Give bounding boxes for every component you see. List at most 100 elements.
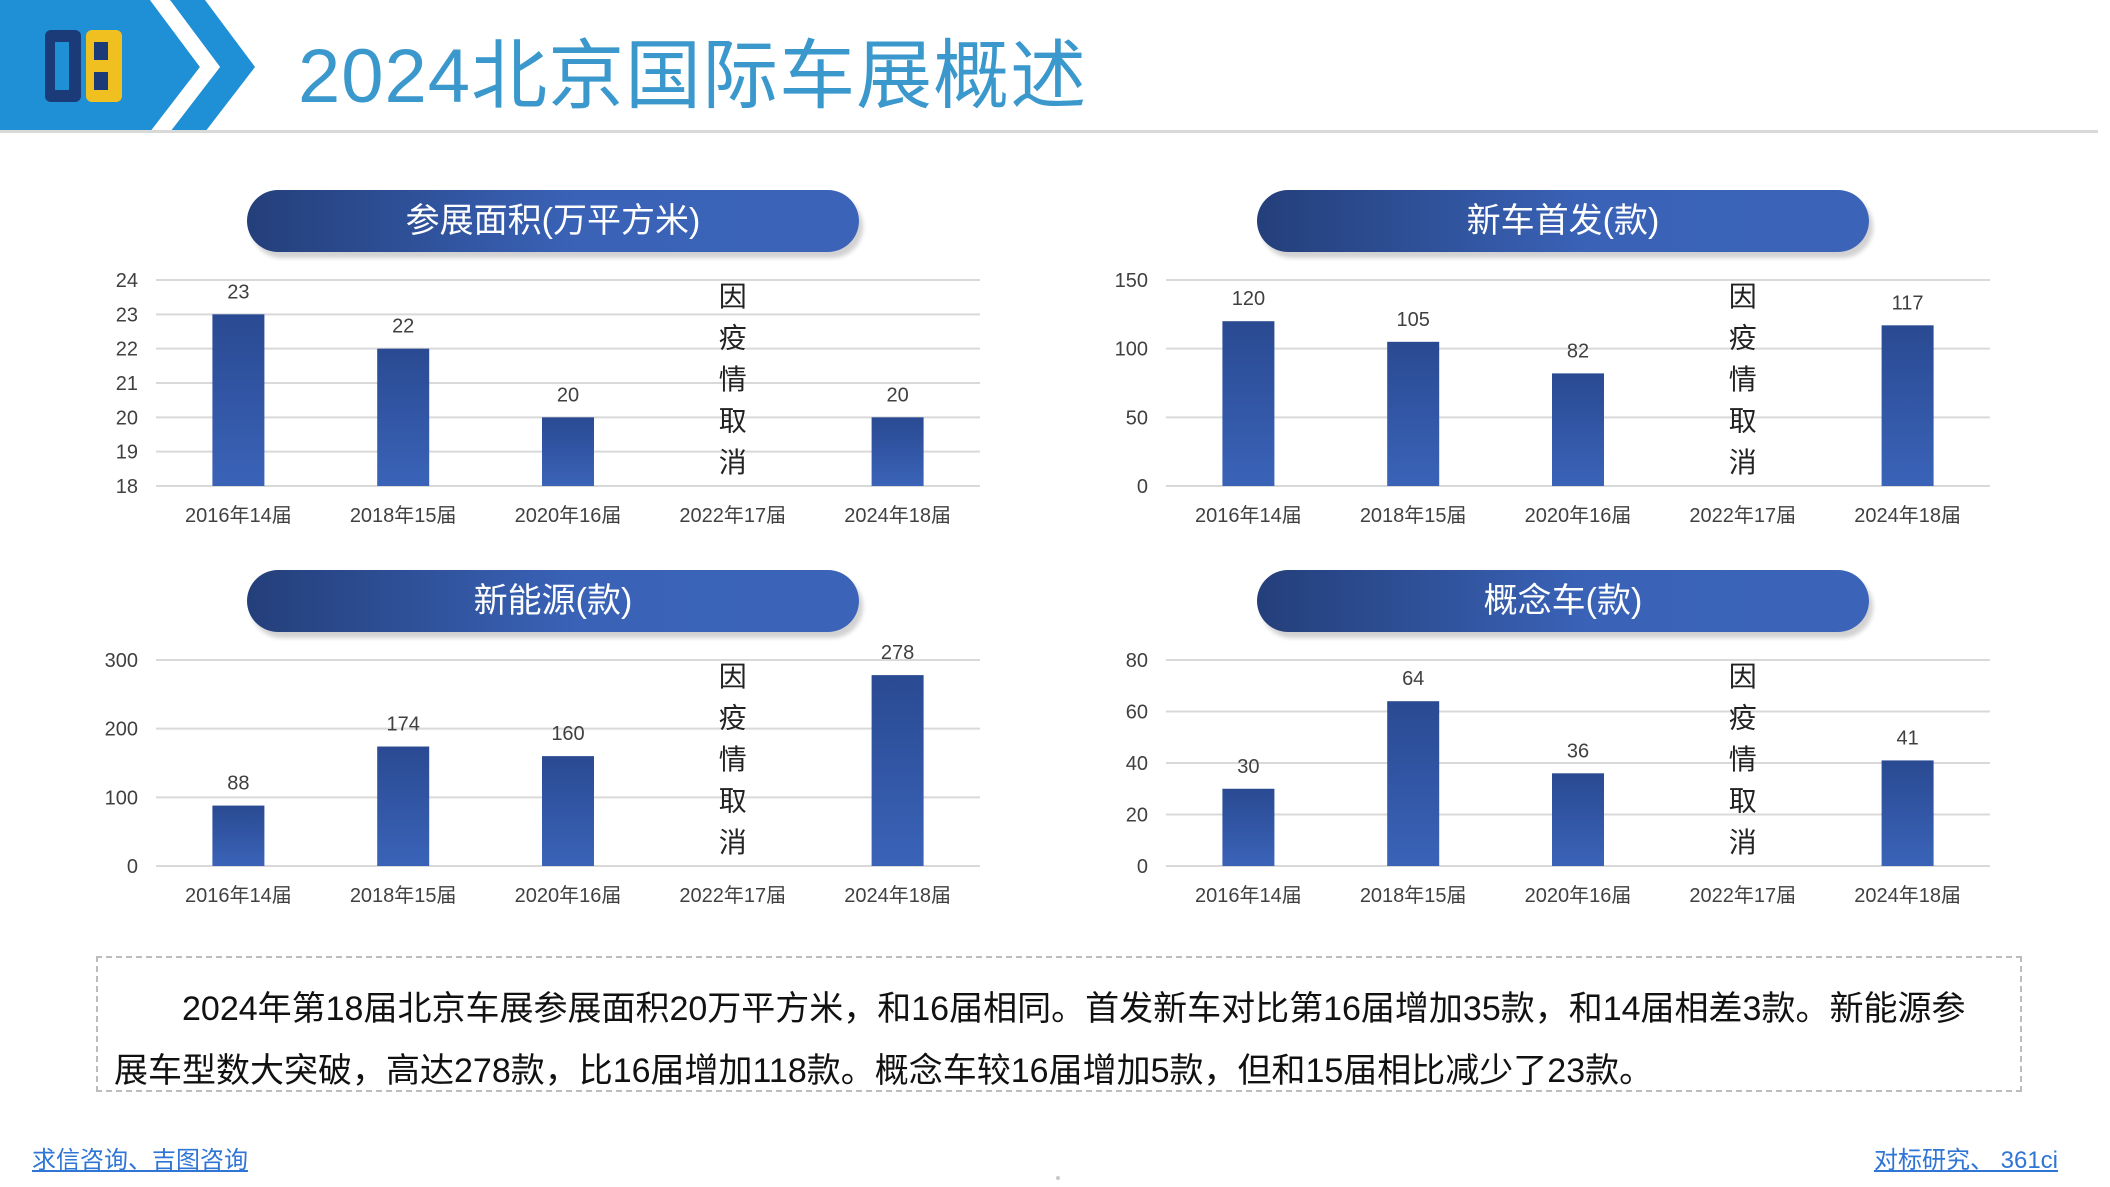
y-tick-label: 24 [116,270,138,292]
gap-note-label: 因疫情取消 [1729,661,1757,858]
y-tick-label: 80 [1126,650,1148,672]
bar [871,675,924,866]
y-tick-label: 21 [116,373,138,395]
data-label: 88 [227,773,249,795]
data-label: 30 [1237,756,1259,778]
bar [1222,321,1275,486]
x-tick-label: 2024年18届 [1854,884,1961,907]
footer-link-right[interactable]: 对标研究、 361ci [1873,1147,2058,1174]
bar-chart-exhibition-area: 18 19 20 21 22 23 24 2016年14届 23 2018年15届 22 2020年1… [116,270,980,527]
y-tick-label: 40 [1126,753,1148,775]
y-tick-label: 150 [1115,270,1148,292]
data-label: 22 [392,316,414,338]
chart-title-pill: 新车首发(款) [1257,190,1869,252]
logo-mark-b [86,30,122,102]
data-label: 20 [886,384,908,406]
bar-chart-new-launch: 0 50 100 150 2016年14届 120 2018年15届 105 2020年16届 8… [1115,270,1990,527]
x-tick-label: 2020年16届 [515,504,622,527]
summary-box: 2024年第18届北京车展参展面积20万平方米，和16届相同。首发新车对比第16… [96,956,2022,1092]
bar [542,756,594,866]
y-tick-label: 20 [116,407,138,429]
x-tick-label: 2020年16届 [1525,884,1632,907]
chart-panel-new-energy: 新能源(款) 0 100 200 300 2016年14届 88 2018年15届 174 20… [90,570,1090,950]
y-tick-label: 0 [127,856,138,878]
x-tick-label: 2016年14届 [1195,504,1302,527]
x-tick-label: 2016年14届 [185,504,292,527]
y-tick-label: 100 [1115,339,1148,361]
bar [871,417,924,486]
x-tick-label: 2024年18届 [1854,504,1961,527]
chart-panel-new-launch: 新车首发(款) 0 50 100 150 2016年14届 120 2018年15届 105 2… [1100,190,2100,570]
x-tick-label: 2022年17届 [1689,884,1796,907]
y-tick-label: 22 [116,339,138,361]
x-tick-label: 2024年18届 [844,884,951,907]
x-tick-label: 2022年17届 [679,884,786,907]
x-tick-label: 2018年15届 [350,884,457,907]
footer-link-left[interactable]: 求信咨询、吉图咨询 [32,1147,248,1174]
data-label: 23 [227,281,249,303]
data-label: 120 [1232,288,1265,310]
bar [1222,788,1275,866]
x-tick-label: 2022年17届 [679,504,786,527]
y-tick-label: 50 [1126,407,1148,429]
y-tick-label: 0 [1137,476,1148,498]
data-label: 174 [387,714,420,736]
logo-chevron-gap [150,0,220,132]
data-label: 278 [881,642,914,664]
bar [542,417,594,486]
chart-panel-concept-car: 概念车(款) 0 20 40 60 80 2016年14届 30 2018年15届 64 2020… [1100,570,2100,950]
bar [1552,373,1604,486]
x-tick-label: 2020年16届 [515,884,622,907]
bar [377,746,430,866]
bar [212,314,265,486]
x-tick-label: 2018年15届 [1360,884,1467,907]
data-label: 36 [1567,740,1589,762]
bar [1552,773,1604,866]
x-tick-label: 2016年14届 [185,884,292,907]
x-tick-label: 2016年14届 [1195,884,1302,907]
x-tick-label: 2020年16届 [1525,504,1632,527]
data-label: 41 [1896,727,1918,749]
y-tick-label: 19 [116,442,138,464]
x-tick-label: 2018年15届 [1360,504,1467,527]
logo-banner [0,0,255,132]
chart-title-pill: 参展面积(万平方米) [247,190,859,252]
bar [1387,341,1440,486]
data-label: 117 [1892,292,1924,314]
x-tick-label: 2022年17届 [1689,504,1796,527]
y-tick-label: 18 [116,476,138,498]
bar [1387,701,1440,866]
page-indicator-dot [1056,1176,1060,1180]
bar-chart-concept-car: 0 20 40 60 80 2016年14届 30 2018年15届 64 2020年16届 36 2… [1126,650,1990,907]
y-tick-label: 300 [105,650,138,672]
bar [377,348,430,486]
data-label: 20 [557,384,579,406]
logo-chevron [170,0,255,132]
data-label: 105 [1397,309,1430,331]
page-title: 2024北京国际车展概述 [298,34,1088,119]
gap-note-label: 因疫情取消 [719,661,747,858]
bar [212,805,265,866]
summary-text: 2024年第18届北京车展参展面积20万平方米，和16届相同。首发新车对比第16… [114,990,1966,1090]
chart-panel-exhibition-area: 参展面积(万平方米) 18 19 20 21 22 23 24 2016年14届 23 2018年… [90,190,1090,570]
gap-note-label: 因疫情取消 [1729,281,1757,478]
y-tick-label: 200 [105,719,138,741]
header-divider [0,130,2098,133]
chart-title-pill: 概念车(款) [1257,570,1869,632]
data-label: 82 [1567,340,1589,362]
y-tick-label: 60 [1126,702,1148,724]
chart-title-pill: 新能源(款) [247,570,859,632]
bar-chart-new-energy: 0 100 200 300 2016年14届 88 2018年15届 174 2020年16届 1… [105,642,980,907]
data-label: 160 [551,723,584,745]
x-tick-label: 2024年18届 [844,504,951,527]
gap-note-label: 因疫情取消 [719,281,747,478]
bar [1881,760,1934,866]
x-tick-label: 2018年15届 [350,504,457,527]
y-tick-label: 23 [116,304,138,326]
y-tick-label: 20 [1126,805,1148,827]
y-tick-label: 100 [105,787,138,809]
data-label: 64 [1402,668,1424,690]
header: 2024北京国际车展概述 [0,0,2110,140]
y-tick-label: 0 [1137,856,1148,878]
bar [1881,325,1934,486]
